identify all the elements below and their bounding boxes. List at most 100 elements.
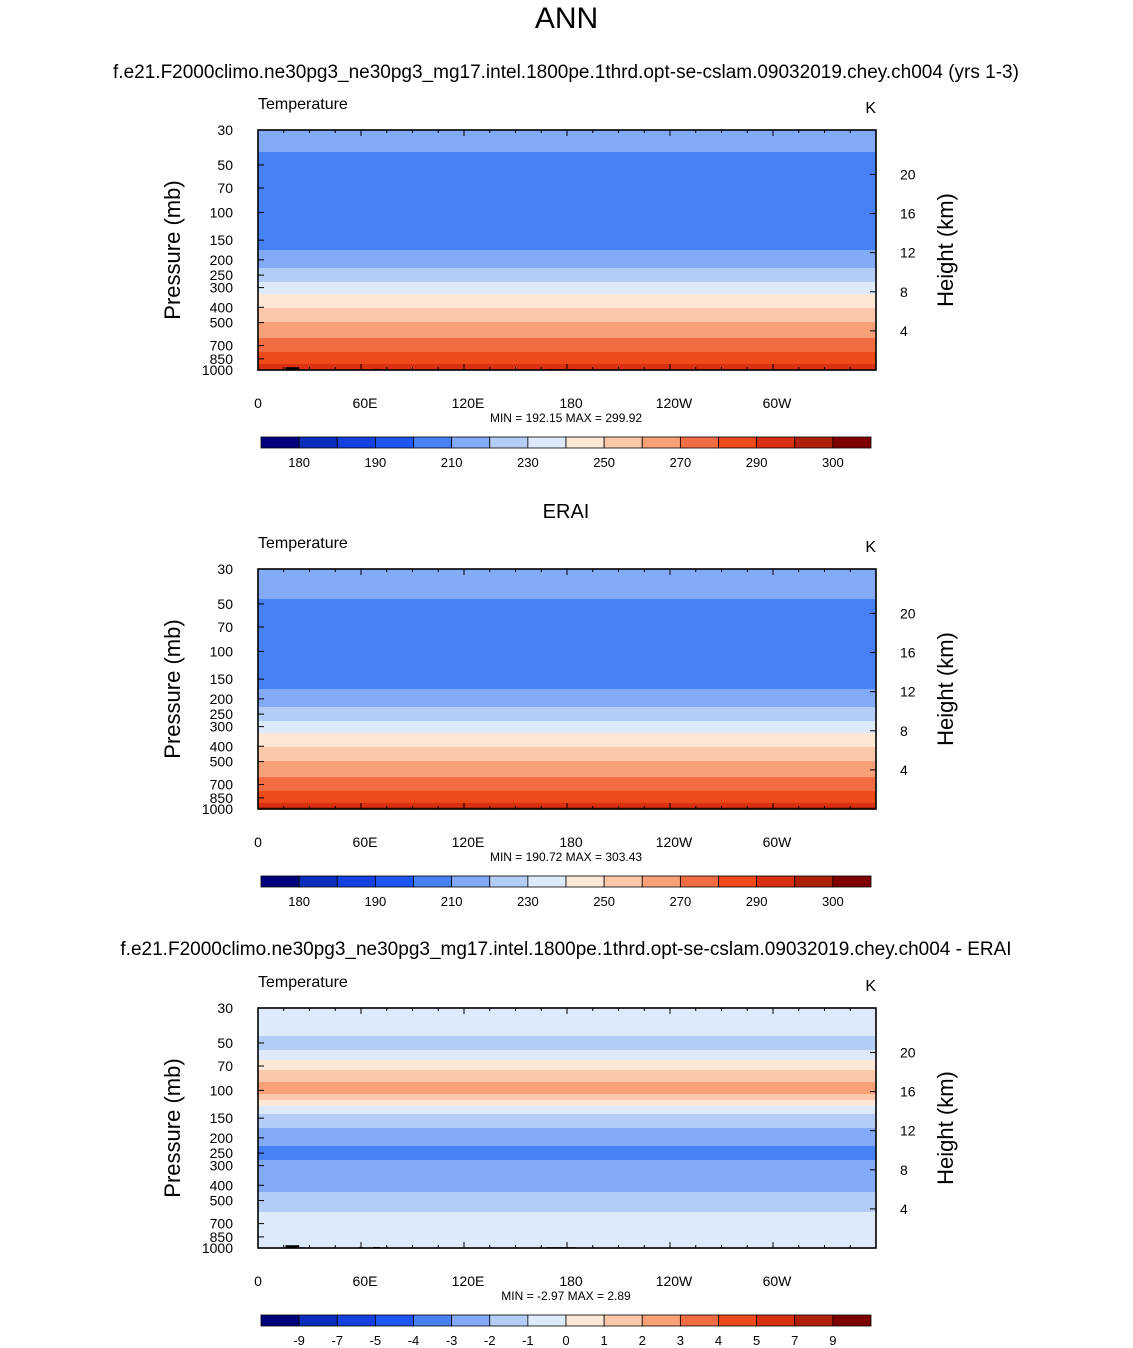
contour-band	[258, 276, 876, 279]
contour-band	[258, 196, 876, 199]
contour-band	[258, 597, 876, 600]
colorbar-label: 4	[715, 1333, 722, 1348]
contour-band	[258, 1124, 876, 1127]
contour-band	[258, 254, 876, 257]
variable-label: Temperature	[258, 535, 348, 552]
contour-band	[258, 575, 876, 578]
contour-band	[258, 1240, 876, 1243]
contour-band	[258, 1234, 876, 1237]
contour-band	[258, 785, 876, 788]
contour-band	[258, 1030, 876, 1033]
contour-band	[258, 1014, 876, 1017]
colorbar-swatch	[527, 875, 567, 888]
contour-band	[258, 609, 876, 612]
contour-band	[258, 1172, 876, 1175]
colorbar-label: 190	[365, 894, 387, 909]
x-tick-label: 60W	[763, 395, 793, 411]
contour-band	[258, 234, 876, 237]
contour-band	[258, 278, 876, 281]
contour-band	[258, 757, 876, 760]
x-tick-label: 120E	[452, 834, 485, 850]
colorbar-swatch	[489, 875, 529, 888]
contour-band	[258, 182, 876, 185]
contour-band	[258, 1036, 876, 1039]
contour-band	[258, 637, 876, 640]
contour-band	[258, 1194, 876, 1197]
x-tick-label: 180	[559, 1273, 583, 1289]
height-tick-label: 4	[900, 1201, 908, 1217]
contour-band	[258, 168, 876, 171]
height-tick-label: 4	[900, 762, 908, 778]
contour-band	[258, 753, 876, 756]
contour-band	[258, 649, 876, 652]
contour-band	[258, 1164, 876, 1167]
contour-band	[258, 348, 876, 351]
height-tick-label: 20	[900, 605, 916, 621]
contour-band	[258, 232, 876, 235]
contour-band	[258, 631, 876, 634]
contour-fill	[258, 1008, 876, 1249]
colorbar-swatch	[336, 1314, 376, 1327]
height-tick-label: 20	[900, 166, 916, 182]
contour-band	[258, 667, 876, 670]
contour-band	[258, 1138, 876, 1141]
x-tick-label: 0	[254, 1273, 262, 1289]
colorbar: 180 190 210 230 250 270 290 300	[260, 875, 872, 909]
contour-band	[258, 1122, 876, 1125]
contour-band	[258, 1206, 876, 1209]
contour-band	[258, 1108, 876, 1111]
units-label: K	[865, 539, 876, 556]
contour-band	[258, 797, 876, 800]
contour-band	[258, 1096, 876, 1099]
contour-band	[258, 1070, 876, 1073]
contour-band	[258, 665, 876, 668]
colorbar-swatch	[413, 875, 453, 888]
x-tick-label: 120W	[656, 395, 693, 411]
contour-band	[258, 641, 876, 644]
contour-band	[258, 789, 876, 792]
contour-band	[258, 629, 876, 632]
pressure-tick-label: 100	[210, 1082, 234, 1098]
contour-band	[258, 162, 876, 165]
contour-band	[258, 238, 876, 241]
pressure-tick-label: 250	[210, 267, 234, 283]
contour-band	[258, 713, 876, 716]
contour-band	[258, 206, 876, 209]
contour-band	[258, 617, 876, 620]
height-tick-label: 8	[900, 1162, 908, 1178]
contour-band	[258, 274, 876, 277]
pressure-tick-label: 1000	[202, 1240, 233, 1256]
contour-band	[258, 322, 876, 325]
contour-band	[258, 607, 876, 610]
units-label: K	[865, 978, 876, 995]
height-tick-label: 12	[900, 245, 916, 261]
contour-band	[258, 212, 876, 215]
contour-band	[258, 611, 876, 614]
contour-band	[258, 226, 876, 229]
contour-band	[258, 252, 876, 255]
main-title: ANN	[534, 2, 599, 35]
contour-band	[258, 1118, 876, 1121]
contour-band	[258, 743, 876, 746]
contour-band	[258, 264, 876, 267]
colorbar-label: 0	[562, 1333, 569, 1348]
height-tick-label: 4	[900, 323, 908, 339]
colorbar-label: 5	[753, 1333, 760, 1348]
contour-band	[258, 725, 876, 728]
contour-band	[258, 1222, 876, 1225]
contour-band	[258, 1228, 876, 1231]
min-max-label: MIN = 192.15 MAX = 299.92	[490, 411, 642, 425]
contour-band	[258, 242, 876, 245]
x-axis: 0 60E 120E 180 120W 60W	[254, 569, 851, 850]
colorbar-swatch	[374, 875, 414, 888]
contour-band	[258, 328, 876, 331]
contour-band	[258, 703, 876, 706]
colorbar: 180 190 210 230 250 270 290 300	[260, 436, 872, 470]
contour-band	[258, 671, 876, 674]
contour-band	[258, 661, 876, 664]
contour-band	[258, 1106, 876, 1109]
contour-band	[258, 144, 876, 147]
contour-band	[258, 1048, 876, 1051]
colorbar-swatch	[527, 1314, 567, 1327]
